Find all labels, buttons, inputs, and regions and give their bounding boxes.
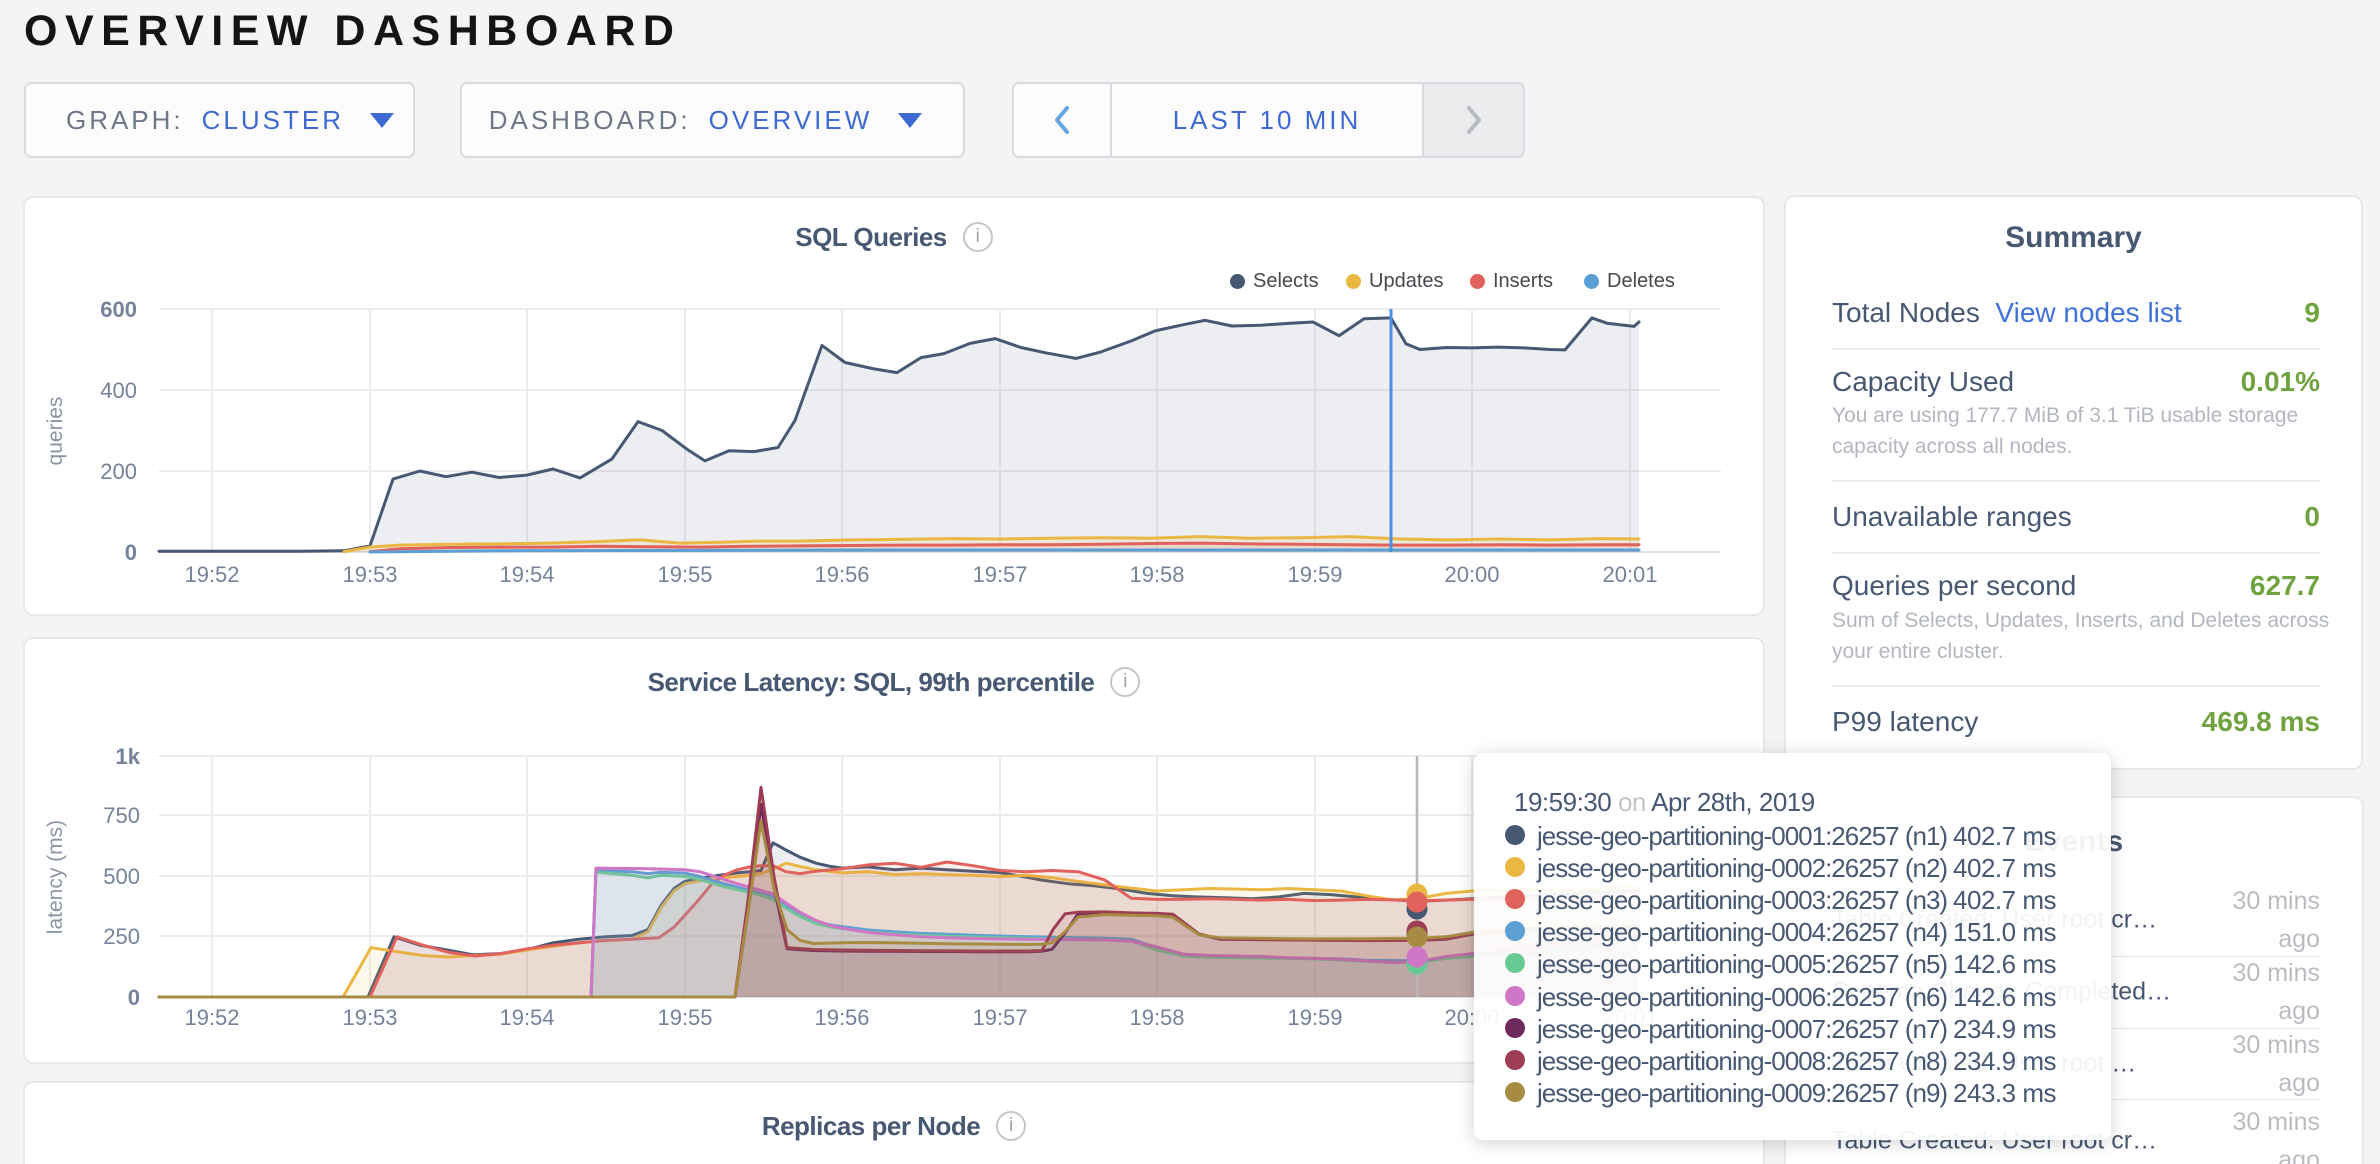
svg-text:latency (ms): latency (ms) <box>44 820 67 934</box>
svg-text:19:57: 19:57 <box>972 562 1027 587</box>
svg-text:19:56: 19:56 <box>814 562 869 587</box>
svg-text:20:00: 20:00 <box>1444 562 1499 587</box>
svg-text:1k: 1k <box>116 744 141 769</box>
svg-text:19:59: 19:59 <box>1287 562 1342 587</box>
svg-text:19:53: 19:53 <box>342 562 397 587</box>
svg-text:19:52: 19:52 <box>184 1005 239 1030</box>
svg-text:750: 750 <box>103 803 140 828</box>
svg-text:19:55: 19:55 <box>657 562 712 587</box>
svg-text:19:53: 19:53 <box>342 1005 397 1030</box>
svg-text:19:59: 19:59 <box>1287 1005 1342 1030</box>
svg-text:20:01: 20:01 <box>1602 562 1657 587</box>
svg-text:19:57: 19:57 <box>972 1005 1027 1030</box>
svg-text:0: 0 <box>125 540 137 565</box>
svg-text:19:58: 19:58 <box>1129 1005 1184 1030</box>
svg-text:400: 400 <box>100 378 137 403</box>
svg-text:queries: queries <box>44 397 67 466</box>
svg-text:19:55: 19:55 <box>657 1005 712 1030</box>
svg-text:600: 600 <box>100 297 137 322</box>
svg-text:19:58: 19:58 <box>1129 562 1184 587</box>
svg-text:250: 250 <box>103 924 140 949</box>
svg-text:500: 500 <box>103 864 140 889</box>
svg-text:19:54: 19:54 <box>499 1005 554 1030</box>
svg-text:19:54: 19:54 <box>499 562 554 587</box>
svg-text:0: 0 <box>128 985 140 1010</box>
svg-text:200: 200 <box>100 459 137 484</box>
svg-text:19:56: 19:56 <box>814 1005 869 1030</box>
svg-text:19:52: 19:52 <box>184 562 239 587</box>
